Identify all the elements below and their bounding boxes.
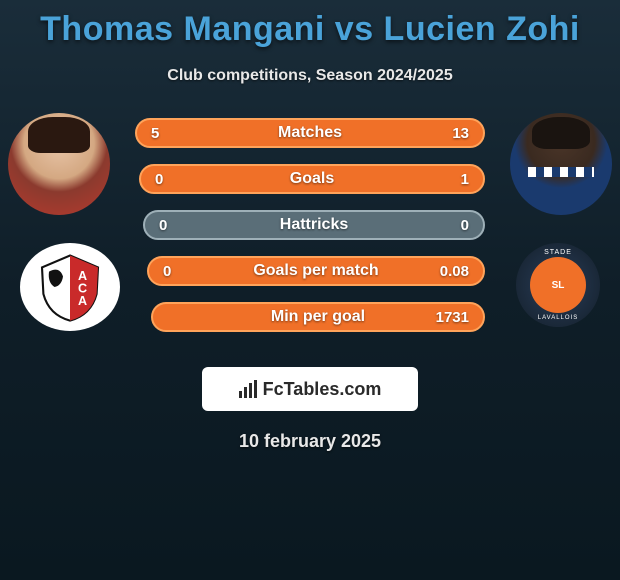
- stat-left-value: 0: [159, 217, 167, 234]
- player-right-avatar: [510, 113, 612, 215]
- stat-left-value: 0: [155, 171, 163, 188]
- brand-label: FcTables.com: [263, 379, 382, 400]
- stat-label: Goals per match: [253, 262, 378, 280]
- date-label: 10 february 2025: [0, 431, 620, 452]
- stat-right-value: 0.08: [440, 263, 469, 280]
- club-left-badge: A C A: [20, 243, 120, 331]
- svg-text:C: C: [78, 282, 87, 296]
- stat-label: Min per goal: [271, 308, 365, 326]
- player-left-avatar: [8, 113, 110, 215]
- club-right-badge: STADE SL LAVALLOIS: [516, 243, 600, 327]
- stat-label: Hattricks: [280, 216, 348, 234]
- brand-badge[interactable]: FcTables.com: [202, 367, 418, 411]
- stat-right-value: 1731: [436, 309, 469, 326]
- stat-left-value: 0: [163, 263, 171, 280]
- club-right-top-text: STADE: [516, 249, 600, 256]
- svg-text:A: A: [78, 269, 87, 283]
- player-right-face: [510, 113, 612, 215]
- stat-right-value: 1: [461, 171, 469, 188]
- stat-left-value: 5: [151, 125, 159, 142]
- subtitle: Club competitions, Season 2024/2025: [0, 67, 620, 85]
- comparison-panel: A C A STADE SL LAVALLOIS 5 Matches 13 0 Goal…: [0, 113, 620, 353]
- club-right-bottom-text: LAVALLOIS: [516, 315, 600, 321]
- svg-text:A: A: [78, 294, 87, 308]
- stat-row: 0 Goals 1: [139, 164, 485, 194]
- stat-right-value: 0: [461, 217, 469, 234]
- stat-row: 0 Hattricks 0: [143, 210, 485, 240]
- club-right-crest-icon: STADE SL LAVALLOIS: [516, 243, 600, 327]
- page-title: Thomas Mangani vs Lucien Zohi: [0, 0, 620, 49]
- stat-label: Goals: [290, 170, 334, 188]
- stat-row: Min per goal 1731: [151, 302, 485, 332]
- player-left-face: [8, 113, 110, 215]
- bar-chart-icon: [239, 380, 257, 398]
- stat-label: Matches: [278, 124, 342, 142]
- stat-right-value: 13: [452, 125, 469, 142]
- stat-row: 0 Goals per match 0.08: [147, 256, 485, 286]
- club-left-crest-icon: A C A: [35, 252, 105, 322]
- stat-bars: 5 Matches 13 0 Goals 1 0 Hattricks 0 0 Goals per m…: [135, 118, 485, 348]
- club-right-monogram: SL: [530, 257, 586, 313]
- stat-row: 5 Matches 13: [135, 118, 485, 148]
